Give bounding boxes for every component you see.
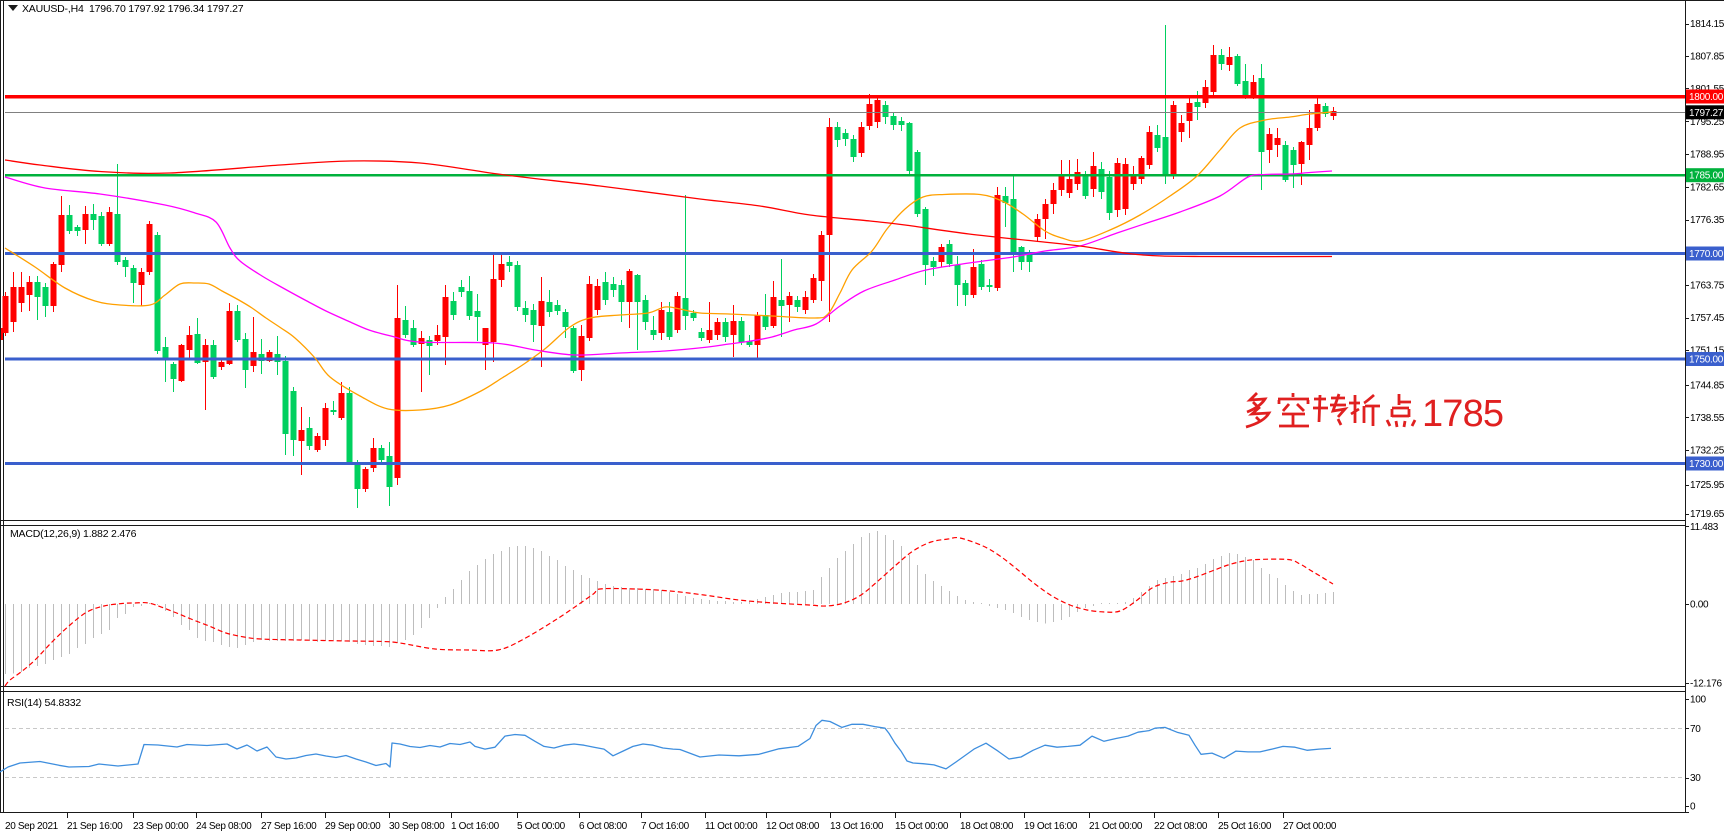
svg-text:13 Oct 16:00: 13 Oct 16:00 bbox=[830, 821, 884, 832]
svg-text:11.483: 11.483 bbox=[1690, 522, 1719, 533]
svg-text:21 Oct 00:00: 21 Oct 00:00 bbox=[1089, 821, 1143, 832]
svg-text:100: 100 bbox=[1690, 695, 1707, 706]
svg-text:11 Oct 00:00: 11 Oct 00:00 bbox=[705, 821, 758, 832]
svg-text:1807.85: 1807.85 bbox=[1690, 52, 1724, 63]
svg-text:15 Oct 00:00: 15 Oct 00:00 bbox=[895, 821, 949, 832]
svg-text:21 Sep 16:00: 21 Sep 16:00 bbox=[67, 821, 123, 832]
svg-text:0.00: 0.00 bbox=[1690, 600, 1709, 611]
svg-text:7 Oct 16:00: 7 Oct 16:00 bbox=[641, 821, 690, 832]
svg-text:1785.00: 1785.00 bbox=[1689, 171, 1724, 182]
svg-text:20 Sep 2021: 20 Sep 2021 bbox=[5, 821, 59, 832]
svg-text:1814.15: 1814.15 bbox=[1690, 19, 1724, 30]
svg-text:1757.45: 1757.45 bbox=[1690, 313, 1724, 324]
svg-text:1 Oct 16:00: 1 Oct 16:00 bbox=[451, 821, 500, 832]
svg-text:1776.35: 1776.35 bbox=[1690, 215, 1724, 226]
svg-text:1797.27: 1797.27 bbox=[1689, 108, 1724, 119]
svg-text:30 Sep 08:00: 30 Sep 08:00 bbox=[389, 821, 445, 832]
svg-text:1750.00: 1750.00 bbox=[1689, 355, 1724, 366]
svg-text:24 Sep 08:00: 24 Sep 08:00 bbox=[196, 821, 252, 832]
svg-text:1801.55: 1801.55 bbox=[1690, 84, 1724, 95]
svg-text:30: 30 bbox=[1690, 773, 1701, 784]
svg-text:18 Oct 08:00: 18 Oct 08:00 bbox=[960, 821, 1014, 832]
svg-text:22 Oct 08:00: 22 Oct 08:00 bbox=[1154, 821, 1208, 832]
svg-text:1785: 1785 bbox=[1422, 393, 1504, 435]
svg-text:1763.75: 1763.75 bbox=[1690, 281, 1724, 292]
svg-text:1738.55: 1738.55 bbox=[1690, 413, 1724, 424]
svg-text:70: 70 bbox=[1690, 724, 1701, 735]
svg-text:1725.95: 1725.95 bbox=[1690, 480, 1724, 491]
svg-text:23 Sep 00:00: 23 Sep 00:00 bbox=[133, 821, 189, 832]
svg-text:1751.15: 1751.15 bbox=[1690, 346, 1724, 357]
svg-text:1770.00: 1770.00 bbox=[1689, 249, 1724, 260]
svg-text:1730.00: 1730.00 bbox=[1689, 459, 1724, 470]
svg-text:19 Oct 16:00: 19 Oct 16:00 bbox=[1024, 821, 1078, 832]
svg-text:6 Oct 08:00: 6 Oct 08:00 bbox=[579, 821, 628, 832]
svg-text:0: 0 bbox=[1690, 802, 1696, 813]
svg-text:1795.25: 1795.25 bbox=[1690, 117, 1724, 128]
svg-text:1800.00: 1800.00 bbox=[1689, 92, 1724, 103]
svg-text:27 Sep 16:00: 27 Sep 16:00 bbox=[261, 821, 317, 832]
svg-text:RSI(14) 54.8332: RSI(14) 54.8332 bbox=[7, 697, 81, 709]
svg-text:1782.65: 1782.65 bbox=[1690, 183, 1724, 194]
svg-text:MACD(12,26,9) 1.882 2.476: MACD(12,26,9) 1.882 2.476 bbox=[10, 528, 137, 540]
svg-text:XAUUSD-,H4 1796.70 1797.92 17: XAUUSD-,H4 1796.70 1797.92 1796.34 1797.… bbox=[22, 3, 244, 15]
svg-text:-12.176: -12.176 bbox=[1690, 679, 1723, 690]
svg-text:29 Sep 00:00: 29 Sep 00:00 bbox=[325, 821, 381, 832]
svg-text:25 Oct 16:00: 25 Oct 16:00 bbox=[1218, 821, 1272, 832]
svg-text:1732.25: 1732.25 bbox=[1690, 446, 1724, 457]
svg-text:12 Oct 08:00: 12 Oct 08:00 bbox=[766, 821, 820, 832]
svg-text:1719.65: 1719.65 bbox=[1690, 509, 1724, 520]
svg-text:1744.85: 1744.85 bbox=[1690, 381, 1724, 392]
svg-text:27 Oct 00:00: 27 Oct 00:00 bbox=[1283, 821, 1337, 832]
svg-text:5 Oct 00:00: 5 Oct 00:00 bbox=[517, 821, 566, 832]
svg-text:1788.95: 1788.95 bbox=[1690, 150, 1724, 161]
